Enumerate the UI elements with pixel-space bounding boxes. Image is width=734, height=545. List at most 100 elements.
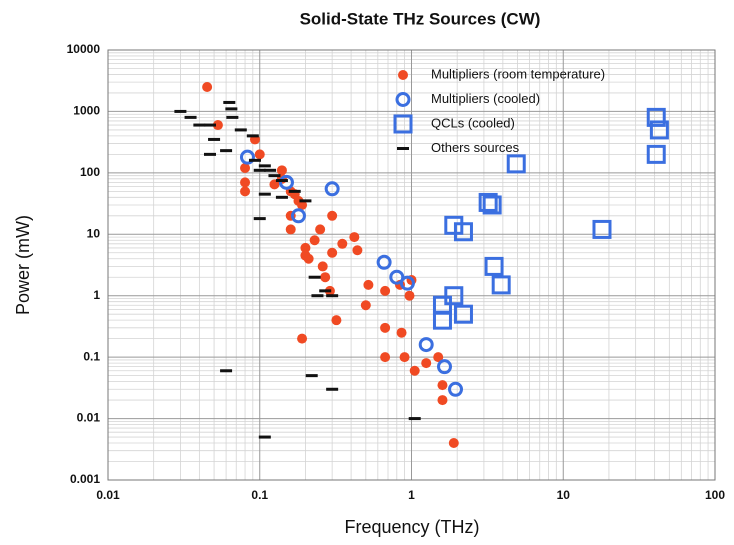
dot — [315, 224, 326, 235]
x-tick-label: 10 — [557, 488, 571, 502]
square — [484, 256, 504, 276]
dot — [380, 352, 391, 363]
dot — [448, 438, 459, 449]
dash — [223, 100, 236, 104]
square — [453, 222, 473, 242]
y-tick-label: 100 — [80, 165, 100, 179]
dot — [276, 165, 287, 176]
dot — [297, 333, 308, 344]
dash — [319, 289, 332, 293]
plot-border — [107, 49, 716, 481]
ring — [418, 337, 434, 353]
dash — [326, 294, 339, 298]
legend-marker — [395, 92, 411, 107]
dot — [254, 149, 265, 160]
dash — [308, 275, 321, 279]
dot — [396, 327, 407, 338]
square — [646, 144, 666, 164]
dash — [311, 294, 324, 298]
y-tick-label: 1000 — [73, 104, 100, 118]
dash — [225, 107, 238, 111]
dash — [184, 115, 197, 119]
legend-marker — [397, 147, 409, 150]
square — [506, 154, 526, 174]
ring — [278, 174, 294, 190]
legend-label: Multipliers (cooled) — [431, 91, 540, 106]
dot — [421, 358, 432, 369]
square — [444, 215, 464, 235]
dot — [360, 300, 371, 311]
dot — [212, 120, 223, 131]
dot — [399, 352, 410, 363]
x-tick-label: 100 — [705, 488, 725, 502]
dash — [193, 123, 206, 127]
dash — [408, 417, 421, 421]
dash — [264, 168, 277, 172]
dot — [285, 224, 296, 235]
square — [444, 286, 464, 306]
square — [491, 275, 511, 295]
ring — [290, 208, 306, 224]
dash — [275, 195, 288, 199]
dash — [248, 158, 261, 162]
dot — [240, 162, 251, 173]
dash — [258, 164, 271, 168]
dot — [337, 238, 348, 249]
dot — [437, 380, 448, 391]
dot — [240, 177, 251, 188]
y-tick-label: 0.01 — [77, 411, 101, 425]
dash — [234, 128, 247, 132]
dot — [433, 352, 444, 363]
y-tick-label: 0.001 — [70, 472, 100, 486]
y-tick-label: 10 — [87, 226, 101, 240]
dot — [327, 247, 338, 258]
dash — [220, 149, 233, 153]
ring — [437, 359, 453, 375]
x-axis-label: Frequency (THz) — [344, 517, 479, 537]
dash — [203, 152, 216, 156]
dash — [258, 192, 271, 196]
dash — [174, 109, 187, 113]
y-tick-label: 10000 — [67, 42, 101, 56]
square — [453, 304, 473, 324]
dash — [305, 374, 318, 378]
dash — [326, 387, 339, 391]
dot — [297, 199, 308, 210]
dash — [220, 369, 233, 373]
dash — [275, 179, 288, 183]
square — [482, 195, 502, 215]
dot — [352, 245, 363, 256]
dot — [303, 253, 314, 264]
dot — [363, 279, 374, 290]
dash — [299, 199, 312, 203]
dash — [253, 168, 266, 172]
dot — [331, 315, 342, 326]
ring — [239, 149, 255, 165]
dot — [320, 272, 331, 283]
dash — [258, 435, 271, 439]
dash — [203, 123, 216, 127]
dot — [202, 81, 213, 92]
legend-marker — [393, 114, 413, 134]
square — [649, 120, 669, 140]
x-tick-label: 0.1 — [251, 488, 268, 502]
dot — [437, 395, 448, 406]
x-tick-label: 0.01 — [96, 488, 120, 502]
dot — [380, 322, 391, 333]
x-tick-label: 1 — [408, 488, 415, 502]
y-axis-label: Power (mW) — [13, 215, 33, 315]
square — [592, 219, 612, 239]
legend-label: Multipliers (room temperature) — [431, 66, 605, 81]
dot — [240, 186, 251, 197]
chart-title: Solid-State THz Sources (CW) — [300, 9, 541, 28]
dash — [253, 217, 266, 221]
dot — [404, 290, 415, 301]
y-tick-label: 0.1 — [83, 349, 100, 363]
ring — [389, 269, 405, 285]
square — [432, 310, 452, 330]
legend-label: Others sources — [431, 140, 520, 155]
dot — [327, 210, 338, 221]
dash — [288, 189, 301, 193]
ring — [376, 254, 392, 270]
